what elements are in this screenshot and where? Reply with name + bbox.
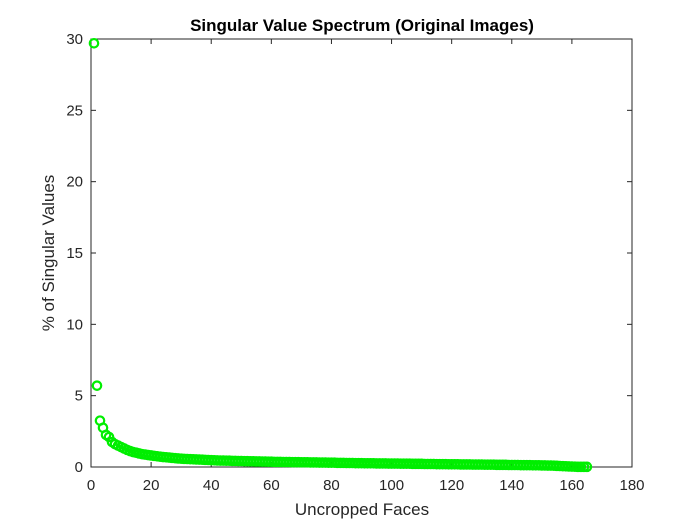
x-tick-label: 20 xyxy=(143,477,160,494)
y-tick-label: 0 xyxy=(75,459,83,476)
y-tick-label: 30 xyxy=(66,31,83,48)
x-tick-label: 0 xyxy=(87,477,95,494)
x-tick-label: 40 xyxy=(203,477,220,494)
x-tick-label: 160 xyxy=(559,477,584,494)
x-tick-label: 60 xyxy=(263,477,280,494)
y-tick-label: 5 xyxy=(75,388,83,405)
chart-title: Singular Value Spectrum (Original Images… xyxy=(190,16,534,35)
x-tick-label: 120 xyxy=(439,477,464,494)
plot-area-frame xyxy=(90,38,633,468)
y-tick-label: 10 xyxy=(66,316,83,333)
x-tick-label: 180 xyxy=(619,477,644,494)
x-axis-label: Uncropped Faces xyxy=(295,500,429,519)
data-point xyxy=(581,461,593,473)
data-point xyxy=(91,380,103,391)
y-tick-label: 20 xyxy=(66,174,83,191)
axis-ticks: 0 20 40 60 80 100 120 140 160 180 0 5 10 15 20 25 30 xyxy=(66,31,644,494)
x-tick-label: 100 xyxy=(379,477,404,494)
data-point xyxy=(88,37,100,49)
data-points xyxy=(88,37,593,473)
y-tick-label: 15 xyxy=(66,245,83,262)
y-axis-label: % of Singular Values xyxy=(39,175,58,332)
x-tick-label: 140 xyxy=(499,477,524,494)
x-tick-label: 80 xyxy=(323,477,340,494)
y-tick-label: 25 xyxy=(66,102,83,119)
